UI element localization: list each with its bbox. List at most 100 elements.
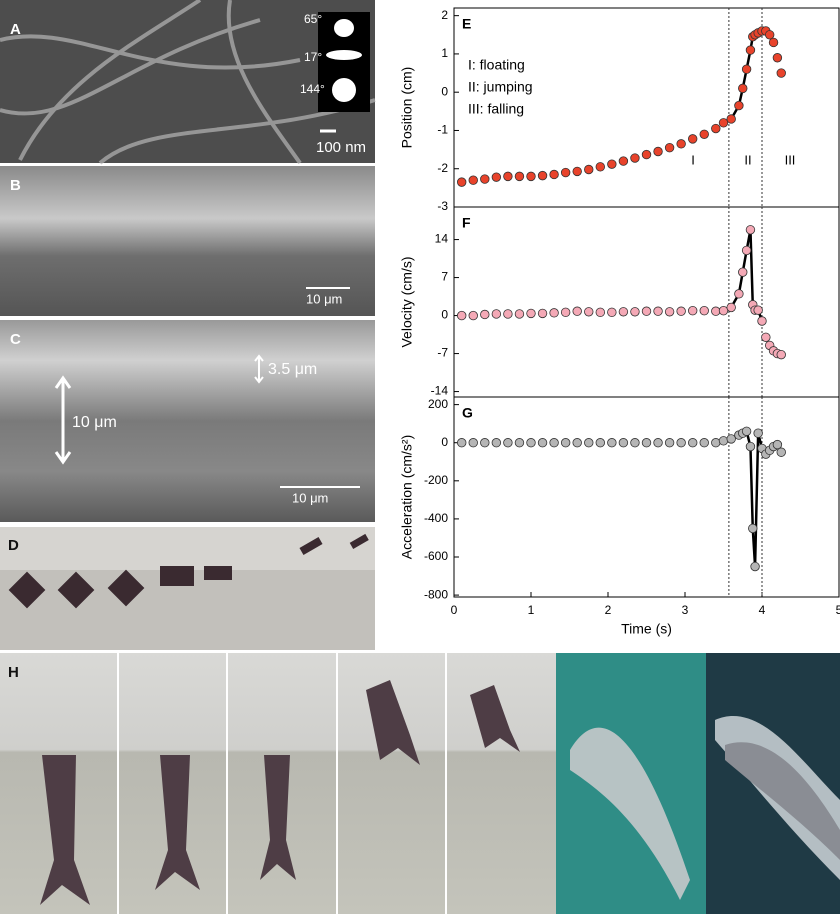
- y-tick-label: -600: [424, 549, 448, 563]
- phase-label: III: [785, 152, 796, 167]
- data-point: [688, 135, 697, 144]
- data-point: [688, 306, 697, 315]
- data-point: [561, 308, 570, 317]
- data-point: [677, 438, 686, 447]
- data-point: [751, 562, 760, 571]
- scale-label: 10 μm: [306, 291, 342, 306]
- data-point: [762, 333, 771, 342]
- y-tick-label: -7: [437, 346, 448, 360]
- data-point: [719, 437, 728, 446]
- panel-label: E: [462, 16, 471, 32]
- y-tick-label: -3: [437, 199, 448, 213]
- angle-label: 144°: [300, 82, 325, 96]
- x-tick-label: 1: [528, 603, 535, 617]
- annotation: III: falling: [468, 101, 524, 117]
- data-point: [527, 172, 536, 181]
- data-point: [573, 307, 582, 316]
- y-tick-label: -200: [424, 473, 448, 487]
- data-point: [777, 448, 786, 457]
- data-point: [608, 308, 617, 317]
- y-tick-label: -14: [431, 384, 449, 398]
- data-point: [738, 268, 747, 277]
- data-point: [712, 124, 721, 133]
- data-point: [561, 168, 570, 177]
- data-point: [735, 290, 744, 299]
- data-point: [538, 438, 547, 447]
- data-point: [573, 438, 582, 447]
- panel-label: D: [8, 537, 19, 554]
- y-axis-label: Acceleration (cm/s²): [399, 435, 415, 559]
- data-point: [700, 306, 709, 315]
- data-point: [773, 53, 782, 62]
- data-point: [665, 307, 674, 316]
- panel-label: G: [462, 405, 473, 421]
- data-point: [481, 175, 490, 184]
- data-point: [700, 130, 709, 139]
- data-point: [596, 308, 605, 317]
- x-axis-label: Time (s): [621, 621, 672, 637]
- data-point: [631, 307, 640, 316]
- data-point: [642, 150, 651, 159]
- x-tick-label: 4: [759, 603, 766, 617]
- y-tick-label: 0: [441, 308, 448, 322]
- data-point: [742, 65, 751, 74]
- data-point: [573, 167, 582, 176]
- data-point: [677, 140, 686, 149]
- x-tick-label: 5: [836, 603, 840, 617]
- data-point: [492, 310, 501, 319]
- angle-label: 17°: [304, 50, 322, 64]
- data-point: [727, 435, 736, 444]
- y-tick-label: -800: [424, 587, 448, 601]
- data-point: [631, 154, 640, 163]
- data-point: [596, 438, 605, 447]
- y-tick-label: 7: [441, 270, 448, 284]
- plot-frame: [454, 207, 839, 397]
- data-point: [481, 438, 490, 447]
- y-axis-label: Position (cm): [399, 67, 415, 149]
- data-point: [596, 163, 605, 172]
- panel-label: F: [462, 215, 471, 231]
- data-point: [608, 160, 617, 169]
- data-point: [738, 84, 747, 93]
- angle-label: 65°: [304, 12, 322, 26]
- y-tick-label: -400: [424, 511, 448, 525]
- data-point: [642, 307, 651, 316]
- y-tick-label: 0: [441, 435, 448, 449]
- plot-frame: [454, 397, 839, 597]
- x-tick-label: 0: [451, 603, 458, 617]
- data-point: [527, 438, 536, 447]
- data-point: [584, 307, 593, 316]
- data-point: [619, 307, 628, 316]
- data-point: [719, 119, 728, 128]
- y-tick-label: 0: [441, 84, 448, 98]
- data-point: [665, 438, 674, 447]
- data-point: [742, 246, 751, 255]
- data-point: [492, 438, 501, 447]
- data-point: [457, 438, 466, 447]
- y-tick-label: -2: [437, 161, 448, 175]
- data-point: [469, 176, 478, 185]
- droplet: [334, 19, 354, 37]
- panel-label: A: [10, 21, 21, 38]
- y-tick-label: 2: [441, 8, 448, 22]
- figure: A 65° 17° 144° 100 nm B 10 μm C 3.5 μm 1…: [0, 0, 840, 914]
- data-point: [642, 438, 651, 447]
- data-point: [619, 157, 628, 166]
- data-point: [504, 172, 513, 181]
- data-point: [515, 438, 524, 447]
- y-tick-label: -1: [437, 123, 448, 137]
- y-tick-label: 200: [428, 397, 448, 411]
- droplet: [326, 50, 362, 60]
- trend-line: [731, 431, 762, 566]
- y-tick-label: 1: [441, 46, 448, 60]
- data-point: [654, 438, 663, 447]
- x-tick-label: 3: [682, 603, 689, 617]
- y-axis-label: Velocity (cm/s): [399, 256, 415, 347]
- data-point: [631, 438, 640, 447]
- data-point: [619, 438, 628, 447]
- y-tick-label: 14: [435, 232, 449, 246]
- data-point: [746, 46, 755, 55]
- annotation: I: floating: [468, 57, 525, 73]
- data-point: [515, 310, 524, 319]
- data-point: [700, 438, 709, 447]
